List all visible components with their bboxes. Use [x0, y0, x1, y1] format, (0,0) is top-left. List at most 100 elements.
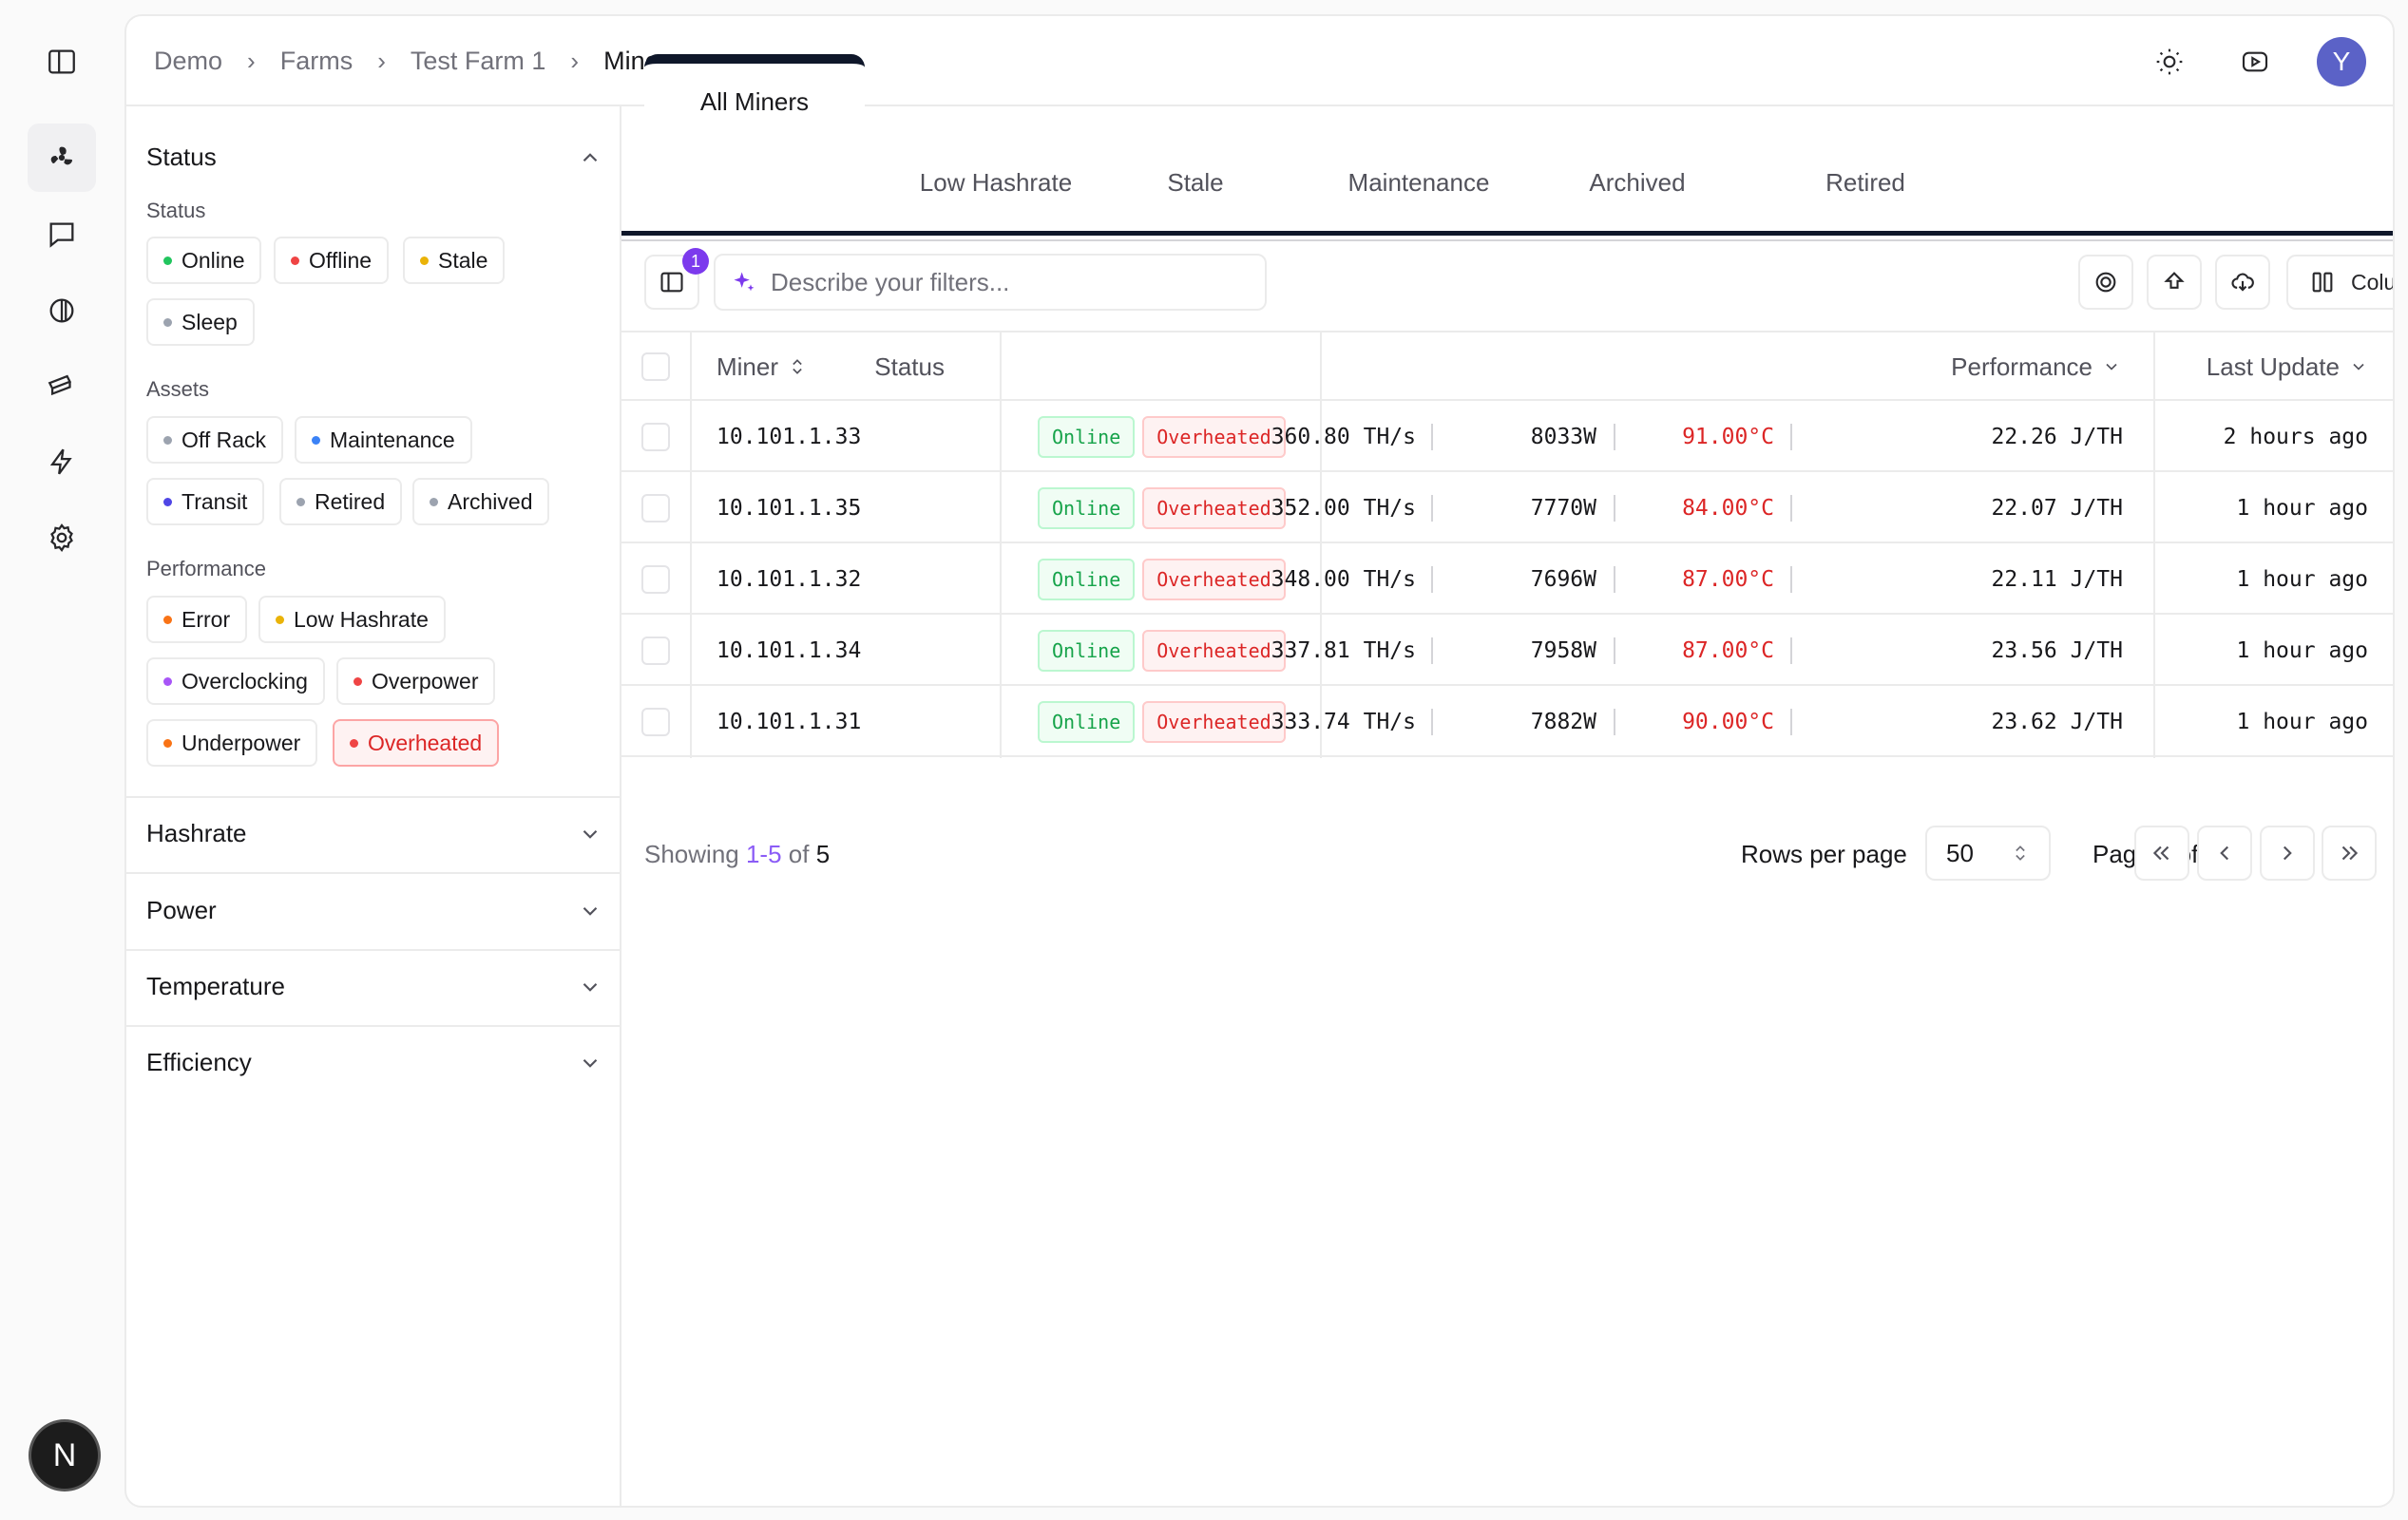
table-row[interactable]: 10.101.1.35 Online Overheated 352.00 TH/s 77…	[621, 472, 2393, 543]
status-section-header[interactable]: Status	[146, 142, 602, 172]
last-page-button[interactable]	[2322, 826, 2377, 881]
power-section-header[interactable]: Power	[146, 896, 602, 925]
status-badge-online: Online	[1038, 415, 1136, 458]
row-checkbox[interactable]	[641, 543, 670, 615]
power-value: 7882W	[1530, 709, 1596, 734]
table-row[interactable]: 10.101.1.31 Online Overheated 333.74 TH/s 78…	[621, 686, 2393, 757]
chip-archived[interactable]: Archived	[412, 478, 550, 525]
rows-per-page-select[interactable]: 50	[1925, 826, 2051, 881]
download-button[interactable]	[2215, 255, 2270, 310]
table-row[interactable]: 10.101.1.34 Online Overheated 337.81 TH/s 79…	[621, 615, 2393, 686]
table-row[interactable]: 10.101.1.32 Online Overheated 348.00 TH/s 76…	[621, 543, 2393, 615]
tab-all-miners[interactable]: All Miners	[644, 54, 865, 140]
contrast-icon[interactable]	[28, 276, 96, 345]
cloud-download-icon	[2231, 273, 2254, 292]
tab-underline	[621, 231, 2393, 236]
sparkles-icon	[734, 272, 755, 292]
last-update-value: 1 hour ago	[2236, 495, 2368, 521]
chip-stale[interactable]: Stale	[403, 237, 506, 284]
status-subheading: Status	[146, 199, 206, 222]
row-checkbox[interactable]	[641, 686, 670, 757]
filter-panel: Status Status Online Offline Stale Sleep…	[126, 106, 621, 1506]
video-play-icon[interactable]	[2231, 38, 2279, 86]
chip-maintenance[interactable]: Maintenance	[295, 416, 472, 464]
column-header-status[interactable]: Status	[874, 352, 945, 381]
table-row[interactable]: 10.101.1.33 Online Overheated 360.80 TH/s 80…	[621, 401, 2393, 472]
ai-filter-search[interactable]	[714, 254, 1267, 311]
select-all-checkbox[interactable]	[641, 332, 670, 401]
chip-offline[interactable]: Offline	[274, 237, 390, 284]
chip-overpower[interactable]: Overpower	[336, 657, 496, 705]
chip-overclocking[interactable]: Overclocking	[146, 657, 325, 705]
user-avatar[interactable]: Y	[2317, 36, 2366, 86]
lightning-icon[interactable]	[28, 428, 96, 496]
chip-online[interactable]: Online	[146, 237, 262, 284]
column-header-performance[interactable]: Performance	[1951, 332, 2121, 401]
miner-ip[interactable]: 10.101.1.33	[717, 424, 862, 449]
columns-button[interactable]: Columns	[2286, 255, 2393, 310]
workspace-avatar[interactable]: N	[31, 1422, 98, 1489]
tab-maintenance[interactable]: Maintenance	[1347, 167, 1490, 197]
chip-underpower[interactable]: Underpower	[146, 719, 318, 767]
efficiency-value: 22.11 J/TH	[1991, 566, 2123, 592]
filter-search-input[interactable]	[771, 267, 1227, 297]
first-page-button[interactable]	[2134, 826, 2189, 881]
tab-low-hashrate[interactable]: Low Hashrate	[919, 167, 1073, 197]
chevron-right-icon: ›	[570, 47, 580, 75]
chat-icon[interactable]	[28, 200, 96, 269]
breadcrumb-item-farm[interactable]: Test Farm 1	[410, 47, 546, 75]
tab-retired[interactable]: Retired	[1825, 167, 1905, 197]
power-value: 7770W	[1530, 495, 1596, 521]
tab-archived[interactable]: Archived	[1589, 167, 1686, 197]
temperature-value: 84.00°C	[1682, 495, 1774, 521]
theme-sun-icon[interactable]	[2146, 38, 2193, 86]
last-update-value: 1 hour ago	[2236, 709, 2368, 734]
chevrons-left-icon	[2152, 846, 2169, 861]
status-badges: Online Overheated	[1038, 686, 1286, 757]
chevrons-right-icon	[2341, 846, 2359, 861]
temperature-section-header[interactable]: Temperature	[146, 972, 602, 1001]
previous-page-button[interactable]	[2197, 826, 2252, 881]
rows-per-page-label: Rows per page	[1741, 839, 1907, 868]
column-header-miner[interactable]: Miner	[717, 332, 807, 401]
chip-error[interactable]: Error	[146, 596, 248, 643]
status-badge-overheated: Overheated	[1142, 415, 1286, 458]
icon-rail: N	[0, 0, 124, 1520]
miner-ip[interactable]: 10.101.1.35	[717, 495, 862, 521]
status-badges: Online Overheated	[1038, 615, 1286, 686]
sidebar-toggle-icon[interactable]	[28, 28, 96, 96]
tickets-icon[interactable]	[28, 352, 96, 420]
chip-sleep[interactable]: Sleep	[146, 298, 255, 346]
chevron-down-icon	[583, 906, 598, 916]
tab-stale[interactable]: Stale	[1167, 167, 1224, 197]
breadcrumb-item-farms[interactable]: Farms	[279, 47, 354, 75]
upload-button[interactable]	[2147, 255, 2202, 310]
row-checkbox[interactable]	[641, 615, 670, 686]
chip-low-hashrate[interactable]: Low Hashrate	[258, 596, 446, 643]
chip-off-rack[interactable]: Off Rack	[146, 416, 284, 464]
settings-gear-icon[interactable]	[28, 504, 96, 572]
chevron-down-icon	[583, 1058, 598, 1068]
miner-ip[interactable]: 10.101.1.34	[717, 637, 862, 663]
showing-range: 1-5	[745, 839, 782, 868]
breadcrumb-item-demo[interactable]: Demo	[154, 47, 223, 75]
status-badge-online: Online	[1038, 486, 1136, 529]
column-header-last-update[interactable]: Last Update	[2207, 332, 2368, 401]
row-checkbox[interactable]	[641, 401, 670, 472]
chip-overheated[interactable]: Overheated	[333, 719, 500, 767]
filter-panel-toggle-button[interactable]: 1	[644, 248, 709, 310]
hashrate-section-header[interactable]: Hashrate	[146, 819, 602, 848]
status-badge-overheated: Overheated	[1142, 558, 1286, 600]
chip-retired[interactable]: Retired	[279, 478, 403, 525]
chip-transit[interactable]: Transit	[146, 478, 265, 525]
target-icon	[2095, 272, 2116, 293]
efficiency-section-header[interactable]: Efficiency	[146, 1048, 602, 1077]
view-settings-button[interactable]	[2078, 255, 2133, 310]
row-checkbox[interactable]	[641, 472, 670, 543]
chevron-right-icon: ›	[377, 47, 386, 75]
next-page-button[interactable]	[2260, 826, 2315, 881]
fan-icon[interactable]	[28, 124, 96, 192]
miner-ip[interactable]: 10.101.1.32	[717, 566, 862, 592]
chevron-right-icon	[2283, 846, 2292, 861]
miner-ip[interactable]: 10.101.1.31	[717, 709, 862, 734]
